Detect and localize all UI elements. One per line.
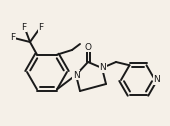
Text: N: N — [154, 75, 160, 85]
Text: F: F — [21, 23, 27, 32]
Text: N: N — [73, 71, 79, 80]
Text: F: F — [38, 24, 44, 33]
Text: O: O — [84, 42, 91, 52]
Text: F: F — [10, 34, 16, 42]
Text: N: N — [100, 64, 106, 72]
